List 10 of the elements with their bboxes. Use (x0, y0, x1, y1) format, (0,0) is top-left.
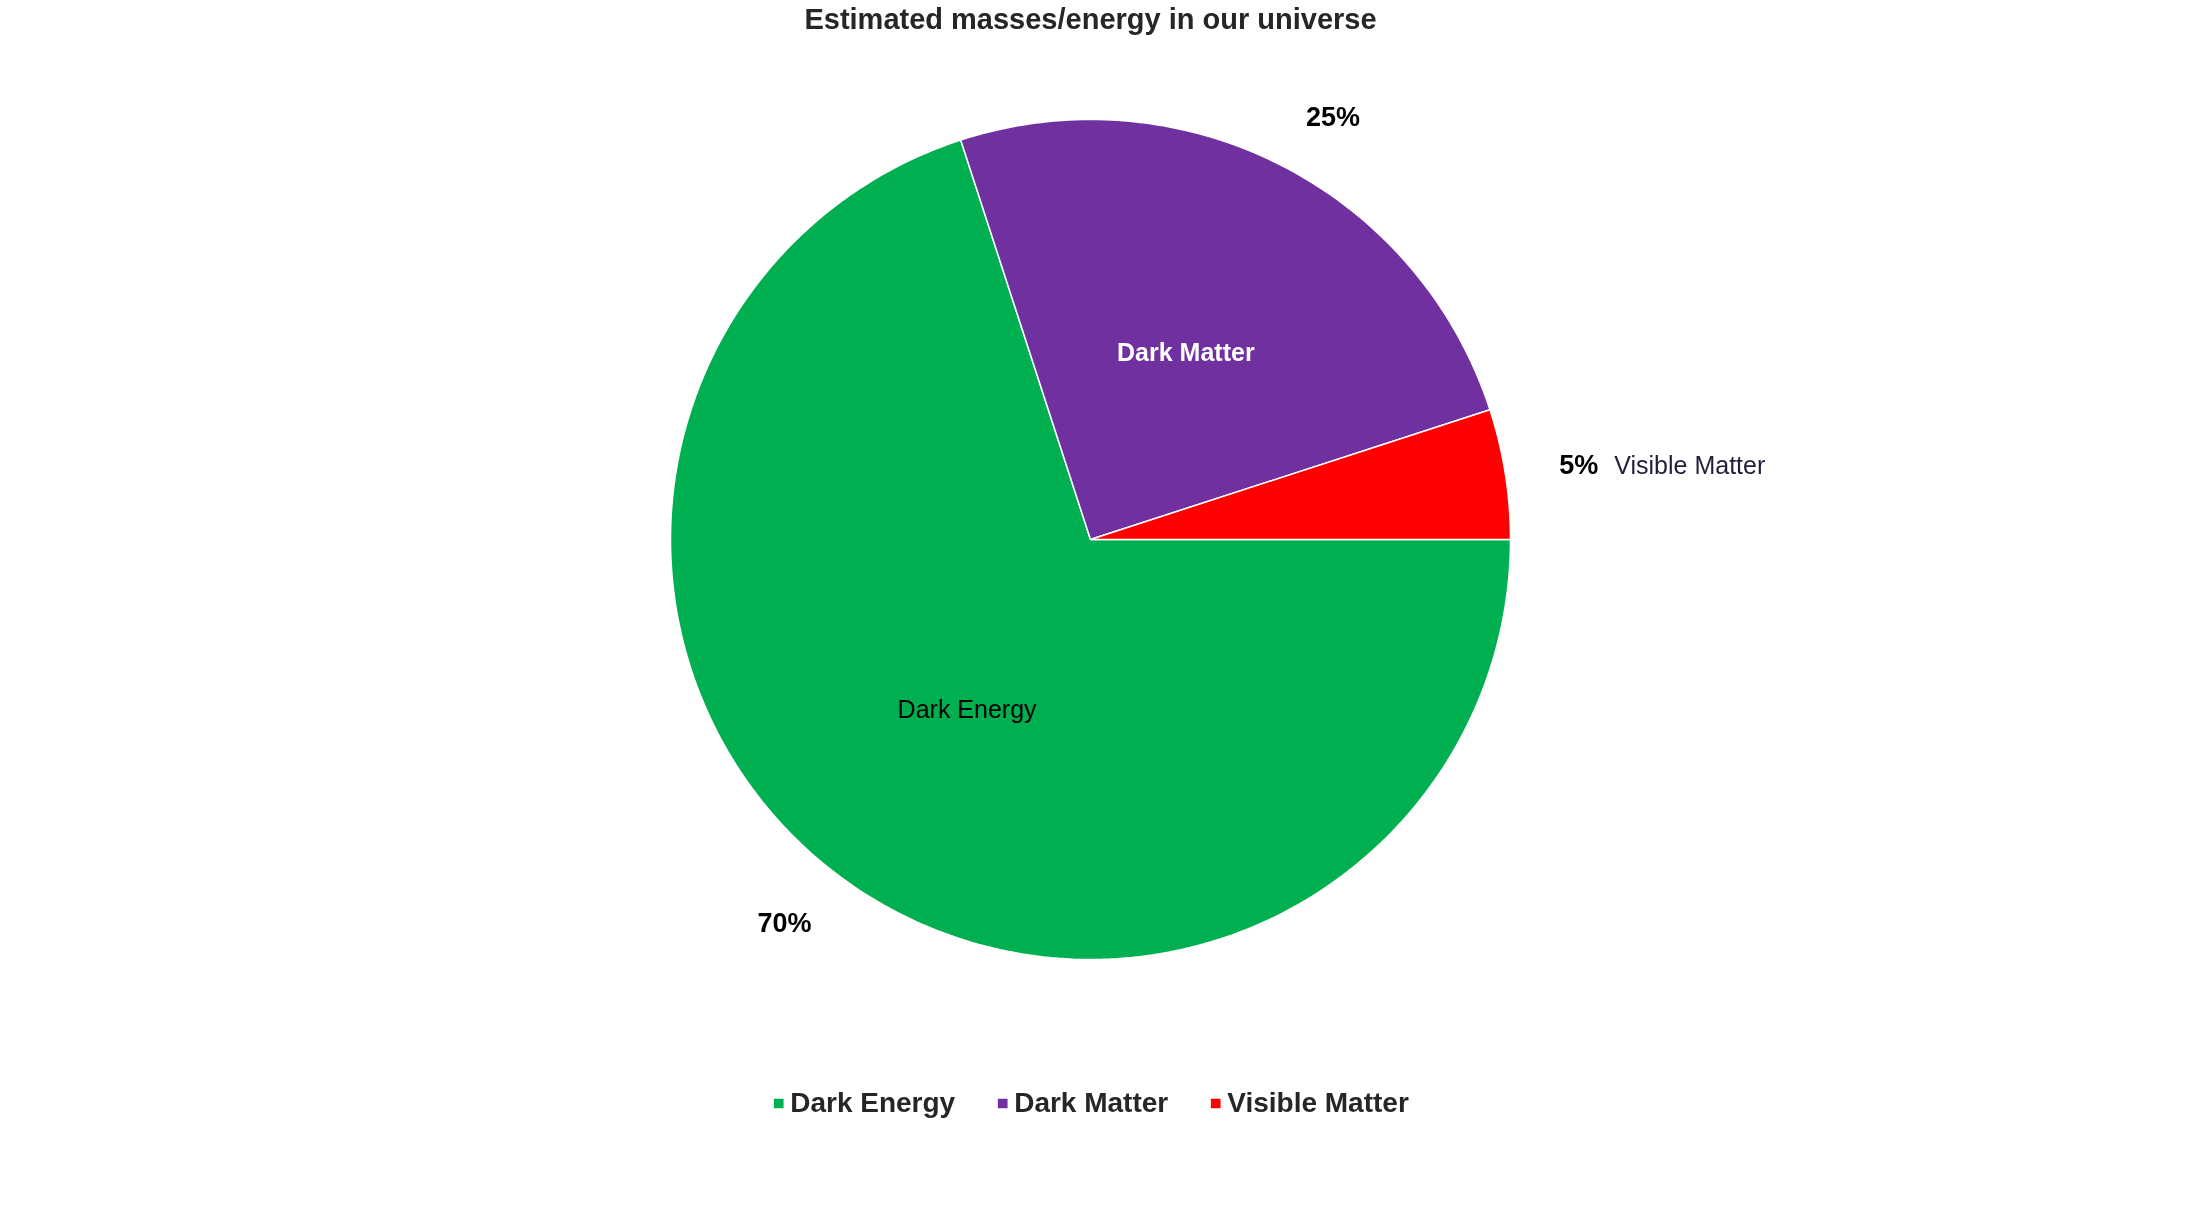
data-label: 5% (1559, 450, 1599, 481)
legend-label: Dark Matter (1014, 1087, 1169, 1119)
slice-label: Visible Matter (1614, 451, 1766, 480)
data-label: 70% (757, 908, 812, 939)
chart-title: Estimated masses/energy in our universe (804, 2, 1377, 35)
legend-label: Visible Matter (1227, 1087, 1409, 1119)
legend-label: Dark Energy (790, 1087, 956, 1119)
slice-label: Dark Matter (1117, 338, 1255, 367)
data-label: 25% (1305, 101, 1361, 132)
slice-label: Dark Energy (897, 695, 1038, 724)
